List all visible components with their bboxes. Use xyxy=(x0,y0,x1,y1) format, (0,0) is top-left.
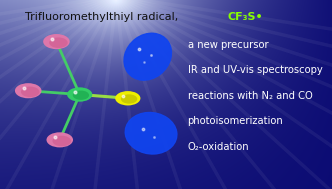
Circle shape xyxy=(121,94,137,104)
Circle shape xyxy=(73,91,89,100)
Ellipse shape xyxy=(124,33,171,80)
Text: photoisomerization: photoisomerization xyxy=(188,116,283,126)
Text: O₂-oxidation: O₂-oxidation xyxy=(188,142,249,152)
Circle shape xyxy=(115,91,140,105)
Text: a new precursor: a new precursor xyxy=(188,40,268,50)
Circle shape xyxy=(43,34,70,49)
Text: reactions with N₂ and CO: reactions with N₂ and CO xyxy=(188,91,312,101)
Circle shape xyxy=(46,132,73,147)
Circle shape xyxy=(52,136,71,146)
Text: CF₃S•: CF₃S• xyxy=(227,12,263,22)
Text: Trifluoromethylthiyl radical,: Trifluoromethylthiyl radical, xyxy=(25,12,181,22)
Ellipse shape xyxy=(125,112,177,154)
Text: IR and UV-vis spectroscopy: IR and UV-vis spectroscopy xyxy=(188,65,322,75)
Circle shape xyxy=(21,87,40,97)
Circle shape xyxy=(49,37,68,48)
Circle shape xyxy=(15,83,42,98)
Circle shape xyxy=(67,87,92,102)
